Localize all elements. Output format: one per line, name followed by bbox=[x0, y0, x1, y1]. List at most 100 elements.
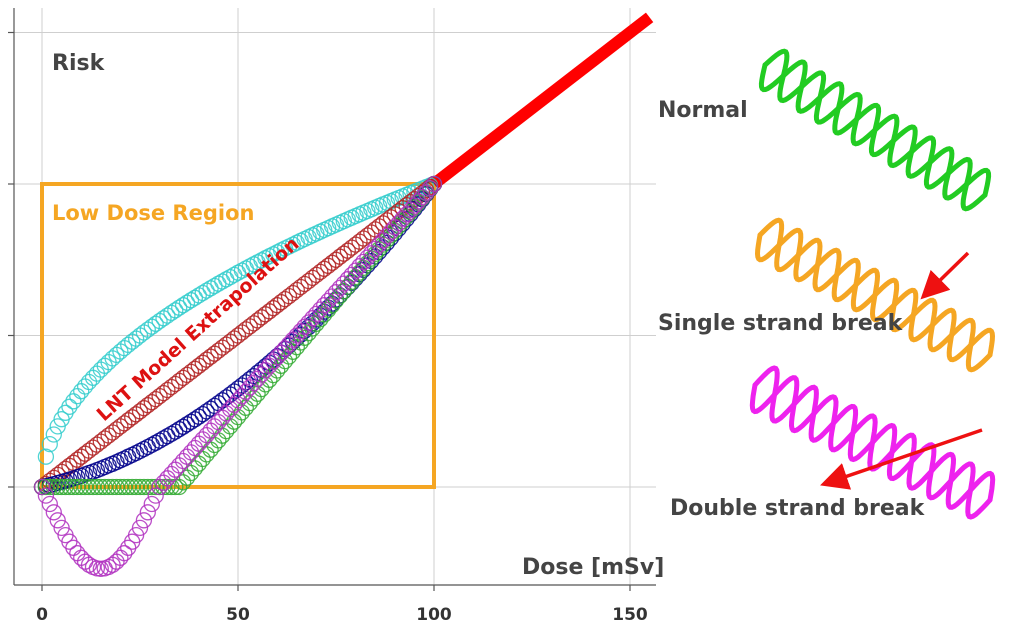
low-dose-region-label: Low Dose Region bbox=[52, 201, 254, 225]
point-supralinear bbox=[41, 435, 58, 453]
point-hormesis bbox=[421, 180, 439, 197]
point-threshold bbox=[135, 478, 153, 496]
point-threshold bbox=[210, 432, 227, 449]
point-supralinear bbox=[80, 373, 98, 391]
point-supralinear bbox=[61, 398, 78, 415]
point-supralinear bbox=[76, 378, 94, 395]
point-hormesis bbox=[143, 495, 160, 513]
point-linear-quadratic bbox=[194, 405, 211, 423]
axes bbox=[8, 8, 656, 591]
lnt-annotation: LNT Model Extrapolation bbox=[93, 233, 304, 426]
series-layer bbox=[33, 12, 654, 577]
point-threshold bbox=[116, 478, 133, 496]
point-threshold bbox=[69, 478, 86, 496]
point-linear-quadratic bbox=[159, 428, 176, 445]
dna-double-label: Double strand break bbox=[670, 496, 926, 521]
point-hormesis bbox=[194, 431, 211, 448]
point-threshold bbox=[73, 478, 90, 496]
point-hormesis bbox=[49, 512, 66, 529]
point-hormesis bbox=[80, 556, 98, 573]
point-hormesis bbox=[425, 175, 443, 193]
point-threshold bbox=[202, 441, 219, 458]
point-linear-quadratic bbox=[182, 413, 200, 430]
point-supralinear bbox=[190, 287, 207, 304]
point-supralinear bbox=[155, 310, 172, 327]
point-threshold bbox=[88, 478, 106, 496]
point-hormesis bbox=[100, 558, 117, 576]
low-dose-region bbox=[40, 182, 436, 489]
point-threshold bbox=[96, 478, 113, 496]
point-hormesis bbox=[33, 478, 51, 496]
y-axis-label: Risk bbox=[52, 51, 106, 76]
point-threshold bbox=[131, 478, 149, 496]
point-hormesis bbox=[37, 487, 55, 504]
point-hormesis bbox=[45, 504, 62, 521]
point-supralinear bbox=[167, 302, 184, 319]
dna-double-helix-strand-2 bbox=[752, 365, 993, 520]
point-supralinear bbox=[194, 284, 211, 302]
point-threshold bbox=[163, 478, 180, 496]
point-hormesis bbox=[178, 448, 196, 465]
point-supralinear bbox=[37, 448, 55, 465]
point-threshold bbox=[53, 478, 70, 496]
point-hormesis bbox=[147, 487, 164, 504]
x-tick-label-50: 50 bbox=[226, 605, 250, 625]
point-threshold bbox=[100, 478, 117, 496]
point-threshold bbox=[49, 478, 66, 496]
point-hormesis bbox=[131, 519, 149, 537]
dna-double-helix bbox=[749, 365, 996, 520]
point-linear-quadratic bbox=[167, 423, 184, 440]
point-threshold bbox=[147, 478, 164, 496]
point-hormesis bbox=[186, 439, 204, 457]
point-threshold bbox=[57, 478, 74, 496]
point-hormesis bbox=[116, 545, 133, 562]
point-hormesis bbox=[198, 426, 215, 444]
point-hormesis bbox=[112, 549, 129, 566]
point-threshold bbox=[108, 478, 125, 496]
point-linear-quadratic bbox=[178, 416, 196, 433]
x-tick-label-0: 0 bbox=[36, 605, 48, 625]
tick-labels: 0 50 100 150 bbox=[36, 605, 648, 625]
point-supralinear bbox=[45, 426, 62, 443]
point-supralinear bbox=[174, 297, 192, 314]
point-threshold bbox=[112, 478, 129, 496]
dna-normal-helix bbox=[758, 48, 992, 212]
point-linear-quadratic bbox=[163, 425, 180, 443]
point-threshold bbox=[214, 427, 231, 444]
dna-single-helix-strand-2 bbox=[757, 217, 993, 373]
dna-single-label: Single strand break bbox=[658, 311, 904, 336]
double-break-arrow bbox=[820, 428, 983, 490]
dna-single-helix bbox=[754, 217, 996, 373]
point-threshold bbox=[92, 478, 109, 496]
point-supralinear bbox=[65, 393, 82, 410]
point-threshold bbox=[37, 478, 55, 496]
x-tick-label-100: 100 bbox=[416, 605, 452, 625]
point-linear-quadratic bbox=[171, 421, 188, 438]
point-threshold bbox=[127, 478, 145, 496]
point-supralinear bbox=[84, 369, 102, 386]
point-threshold bbox=[41, 478, 58, 496]
point-threshold bbox=[206, 436, 223, 454]
point-hormesis bbox=[139, 504, 156, 521]
point-hormesis bbox=[159, 470, 176, 487]
series-hormesis bbox=[33, 175, 443, 577]
lnt-extrapolation-line bbox=[430, 12, 654, 189]
point-threshold bbox=[198, 446, 215, 463]
point-supralinear bbox=[178, 294, 196, 311]
point-hormesis bbox=[41, 495, 58, 513]
point-supralinear bbox=[73, 383, 90, 400]
point-hormesis bbox=[65, 539, 82, 556]
point-hormesis bbox=[135, 512, 153, 529]
point-supralinear bbox=[88, 365, 106, 382]
point-hormesis bbox=[69, 545, 86, 562]
single-break-arrow bbox=[920, 251, 970, 300]
point-threshold bbox=[190, 455, 207, 472]
x-tick-label-150: 150 bbox=[612, 605, 648, 625]
point-threshold bbox=[80, 478, 98, 496]
point-threshold bbox=[120, 478, 137, 496]
point-supralinear bbox=[171, 299, 188, 316]
point-hormesis bbox=[174, 452, 192, 470]
point-supralinear bbox=[182, 292, 200, 309]
point-hormesis bbox=[167, 461, 184, 478]
